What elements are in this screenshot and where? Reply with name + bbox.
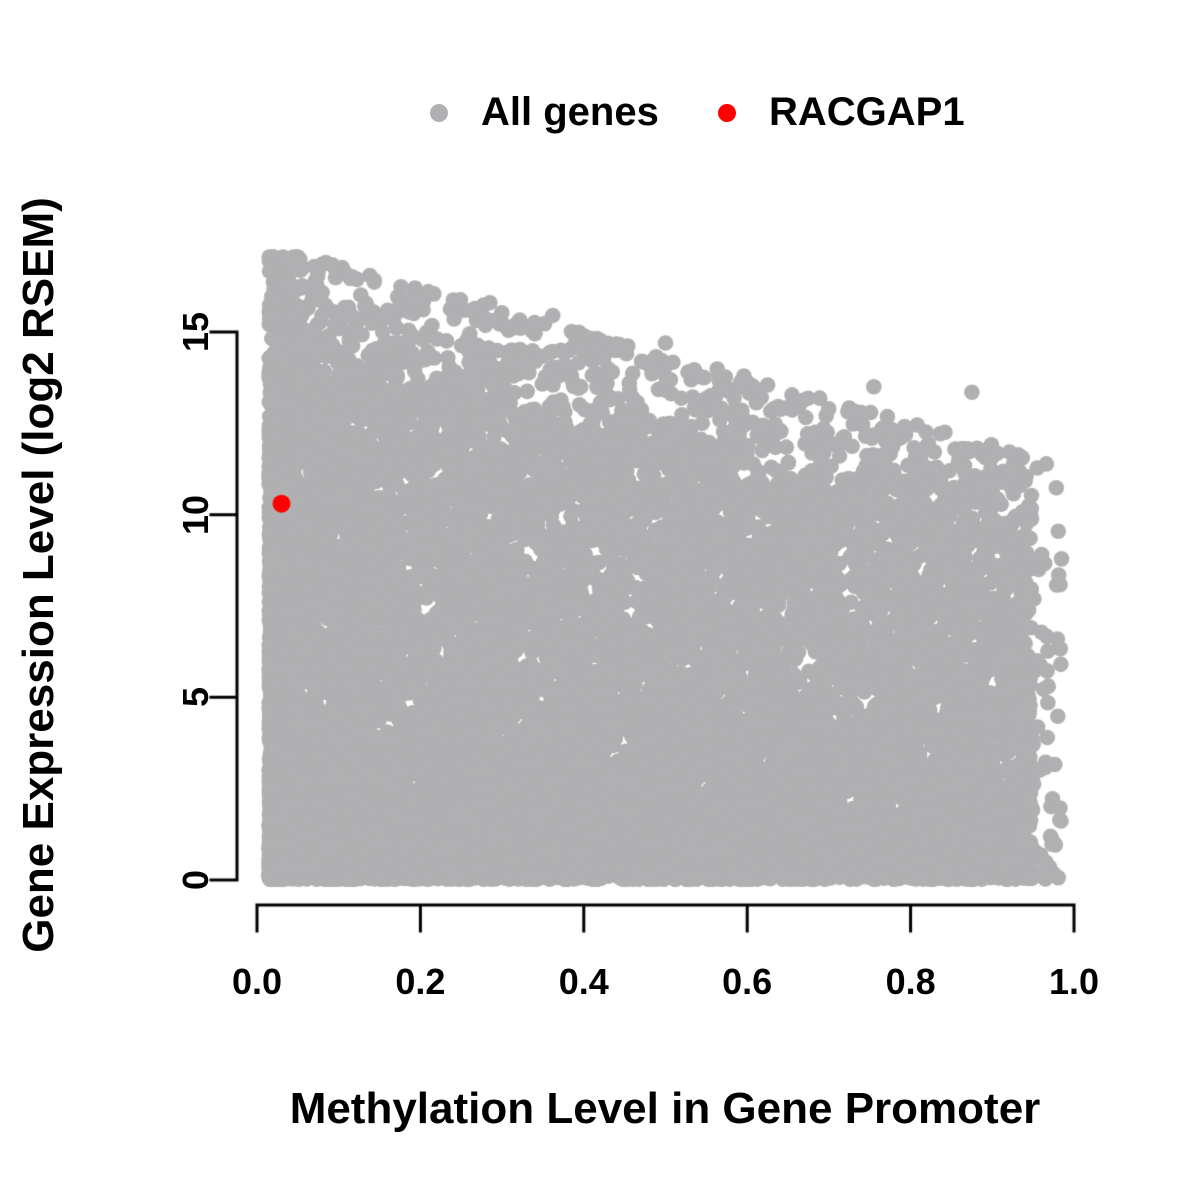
x-axis-title: Methylation Level in Gene Promoter xyxy=(289,1084,1041,1133)
x-tick-label-0.4: 0.4 xyxy=(558,961,609,1002)
racgap1-legend-dot-icon xyxy=(718,104,736,122)
all-genes-legend-dot-icon xyxy=(430,104,448,122)
x-tick-label-0.8: 0.8 xyxy=(885,961,936,1002)
x-tick-label-0.2: 0.2 xyxy=(395,961,446,1002)
x-tick-label-0.6: 0.6 xyxy=(722,961,773,1002)
all-genes-legend-label: All genes xyxy=(481,90,659,134)
y-tick-label-15: 15 xyxy=(175,311,216,353)
y-tick-label-10: 10 xyxy=(175,494,216,535)
x-tick-label-0.0: 0.0 xyxy=(231,961,283,1002)
racgap1-legend-label: RACGAP1 xyxy=(769,90,965,134)
y-axis-title: Gene Expression Level (log2 RSEM) xyxy=(14,197,63,953)
x-tick-label-1.0: 1.0 xyxy=(1048,961,1100,1002)
y-tick-label-5: 5 xyxy=(175,687,216,708)
y-tick-label-0: 0 xyxy=(175,869,216,891)
